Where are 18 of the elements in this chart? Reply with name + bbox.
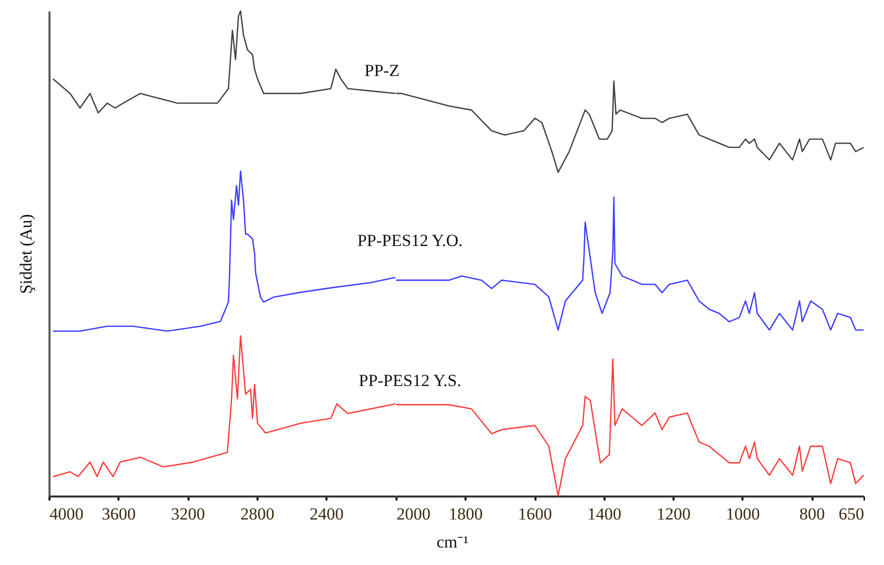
x-tick-label: 650 — [838, 504, 864, 524]
x-tick-label: 1400 — [587, 504, 622, 524]
series-label: PP-Z — [364, 61, 400, 80]
x-tick-label: 1600 — [518, 504, 552, 524]
x-tick-label: 1800 — [448, 504, 483, 524]
x-tick-label: 2000 — [396, 504, 430, 524]
x-tick-label: 2400 — [310, 504, 344, 524]
y-axis-title: Şiddet (Au) — [16, 214, 36, 294]
x-tick-label: 4000 — [50, 504, 84, 524]
series-label: PP-PES12 Y.S. — [358, 371, 462, 390]
x-tick-label: 1200 — [656, 504, 691, 524]
x-tick-label: 3200 — [171, 504, 206, 524]
x-axis-title: cm⁻¹ — [436, 532, 468, 552]
text: PP-PES12 Y.O. — [357, 231, 463, 250]
x-tick-label: 1000 — [726, 504, 760, 524]
x-tick-label: 3600 — [102, 504, 136, 524]
x-tick-label: 2800 — [240, 504, 274, 524]
x-tick-label: 800 — [799, 504, 825, 524]
